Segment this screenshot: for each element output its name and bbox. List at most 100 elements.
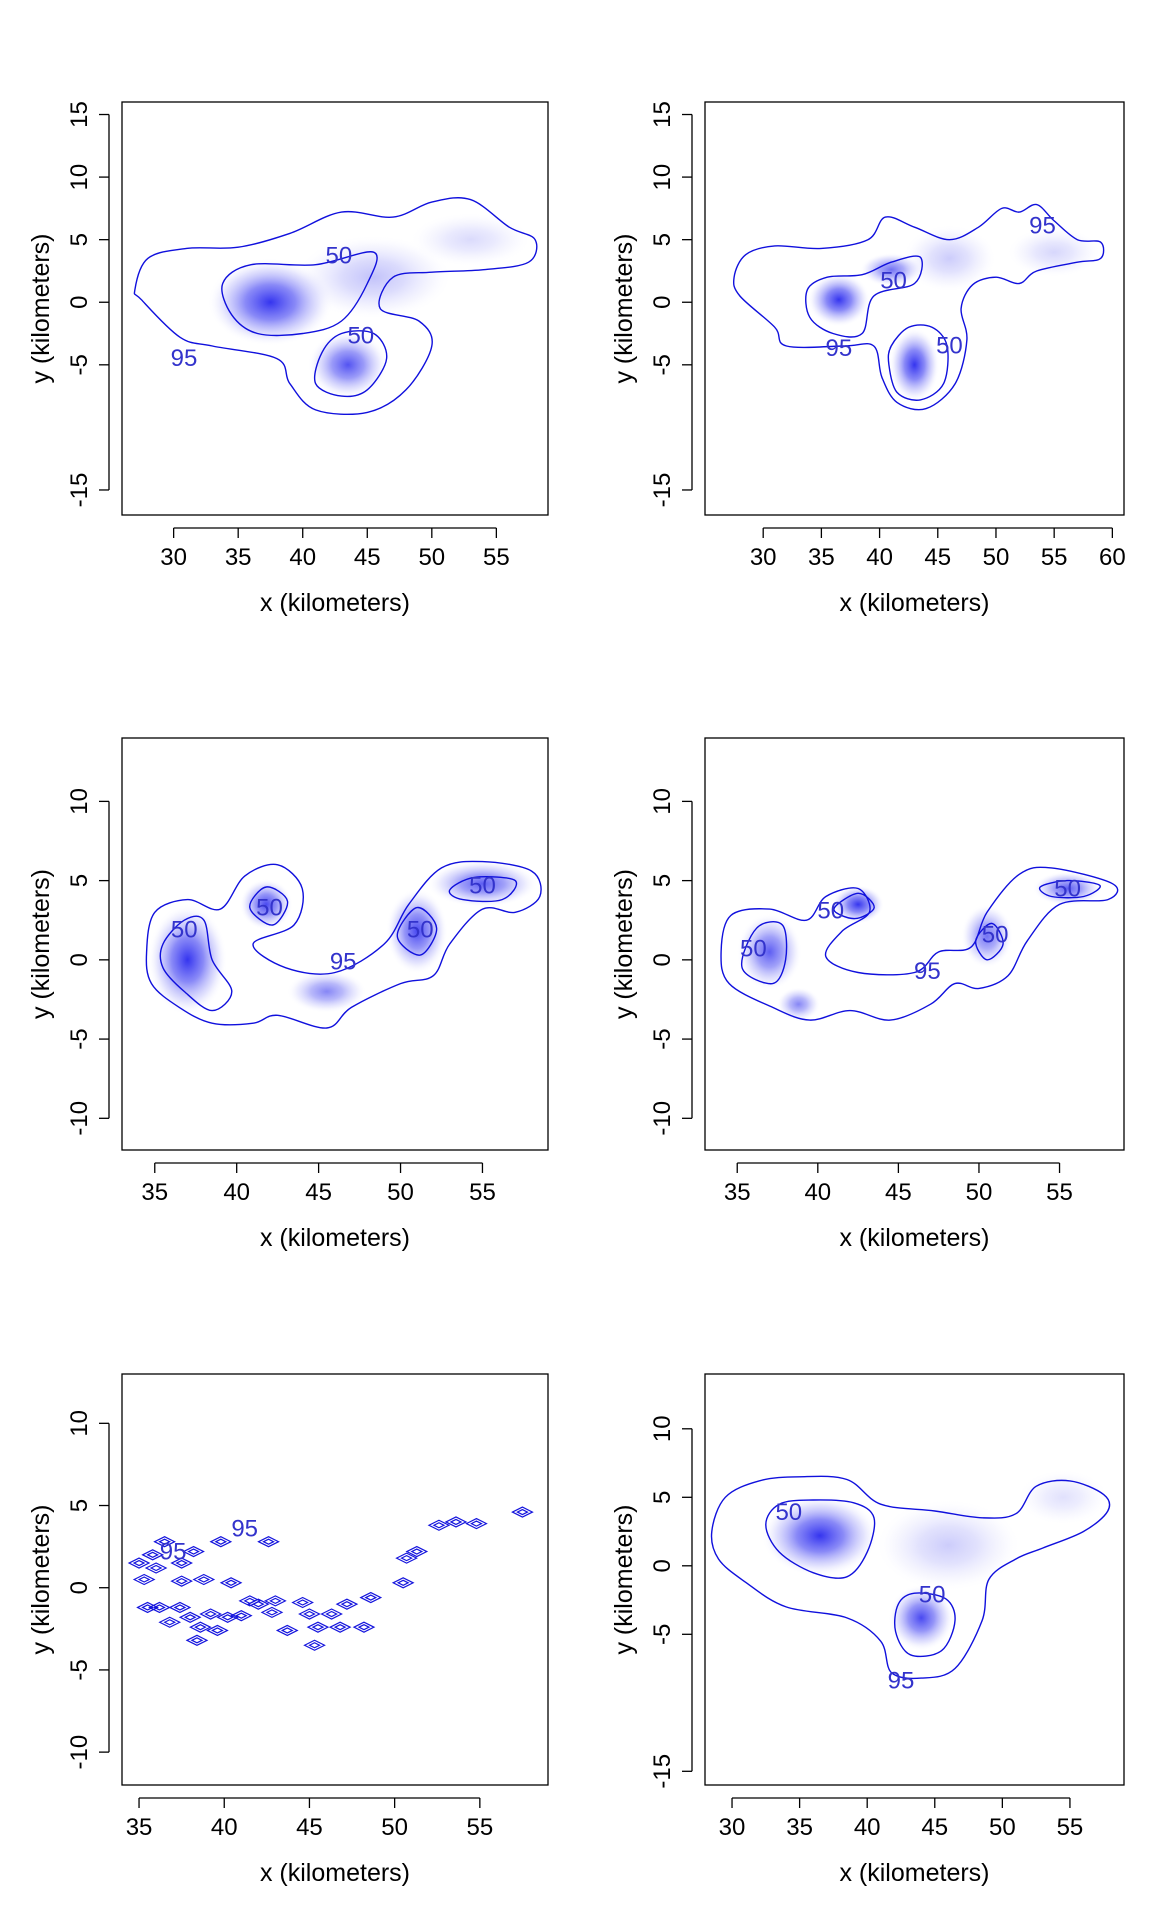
x-axis: 35 40 45 50 55 x (kilometers) [724, 1162, 1073, 1252]
x-axis: 30 35 40 45 50 55 x (kilometers) [160, 527, 510, 617]
y-tick-label: 0 [649, 296, 676, 309]
plot-area: 50 50 95 95 [732, 203, 1105, 411]
plot-area: 50 50 50 50 95 [145, 860, 542, 1029]
y-tick-label: -10 [66, 1101, 93, 1136]
contour-95 [133, 197, 538, 416]
density-hotspot [889, 327, 940, 402]
x-tick-label: 50 [983, 544, 1010, 571]
density-hotspot [776, 987, 821, 1022]
x-tick-label: 40 [854, 1814, 881, 1841]
x-tick-label: 50 [989, 1814, 1016, 1841]
x-tick-label: 45 [305, 1179, 332, 1206]
plot-frame [704, 1373, 1125, 1786]
density-hotspot [807, 272, 871, 327]
y-tick-label: -15 [649, 1754, 676, 1789]
y-axis: -15 -5 0 5 10 y (kilometers) [610, 1415, 693, 1789]
contour-50 [313, 330, 388, 398]
contour-label: 50 [936, 333, 963, 360]
contour-blob [209, 1536, 233, 1548]
panel-bottom-left: 95 95 35 40 45 50 55 x (kilometers) -10 -5 0 5 10 y (… [27, 1373, 549, 1887]
y-axis-title: y (kilometers) [610, 869, 638, 1019]
x-axis: 35 40 45 50 55 x (kilometers) [141, 1162, 496, 1252]
contour-blob [444, 1516, 468, 1528]
y-tick-label: 5 [66, 1499, 93, 1512]
density-hotspot [427, 860, 538, 908]
y-tick-label: -5 [66, 1028, 93, 1049]
y-tick-label: 5 [649, 874, 676, 887]
contour-blob [238, 1595, 262, 1607]
contour-label: 50 [982, 921, 1009, 948]
x-axis: 35 40 45 50 55 x (kilometers) [126, 1797, 493, 1887]
contour-label: 50 [407, 917, 434, 944]
density-hotspot [1032, 871, 1103, 906]
x-axis: 30 35 40 45 50 55 x (kilometers) [719, 1797, 1083, 1887]
x-tick-label: 60 [1099, 544, 1126, 571]
contour-95 [720, 866, 1119, 1021]
y-axis-title: y (kilometers) [27, 1504, 55, 1654]
contour-blob [170, 1557, 193, 1569]
x-tick-label: 40 [804, 1179, 831, 1206]
contour-95 [710, 1475, 1111, 1680]
plot-frame [704, 101, 1125, 516]
contour-blob [206, 1624, 229, 1637]
y-axis-title: y (kilometers) [27, 233, 55, 383]
contour-blob [136, 1601, 159, 1614]
x-tick-label: 45 [924, 544, 951, 571]
contour-label: 95 [231, 1516, 258, 1543]
contour-50 [974, 922, 1004, 961]
density-hotspot [875, 1499, 1022, 1592]
contour-50 [159, 915, 233, 1012]
contour-blob [229, 1609, 253, 1622]
contour-blob [141, 1549, 165, 1561]
y-tick-label: 0 [649, 953, 676, 966]
panel-bottom-right: 50 50 95 30 35 40 45 50 55 x (kilometers) -15 -5 0 5 1… [610, 1373, 1125, 1887]
y-axis: -15 -5 0 5 10 15 y (kilometers) [27, 101, 110, 508]
y-tick-label: 0 [66, 953, 93, 966]
contour-blob [216, 1611, 239, 1623]
contour-blob [260, 1606, 284, 1619]
contour-50 [805, 255, 923, 338]
plot-frame [704, 737, 1125, 1151]
contour-50 [396, 906, 438, 956]
contour-blob [178, 1611, 202, 1623]
contour-blob [427, 1519, 451, 1531]
density-hotspot [385, 888, 448, 975]
y-axis-title: y (kilometers) [610, 1504, 638, 1654]
contour-blob [132, 1573, 156, 1586]
contour-blob [144, 1562, 168, 1574]
contour-label: 95 [160, 1539, 187, 1566]
x-tick-label: 35 [786, 1814, 813, 1841]
contour-50 [894, 1592, 956, 1658]
x-axis: 30 35 40 45 50 55 60 x (kilometers) [750, 527, 1126, 617]
density-hotspot [307, 331, 388, 399]
x-axis-title: x (kilometers) [260, 1859, 410, 1887]
contour-50 [833, 892, 875, 920]
contour-blob [192, 1573, 216, 1586]
y-tick-label: 5 [649, 1491, 676, 1504]
y-tick-label: -5 [649, 354, 676, 375]
x-tick-label: 35 [808, 544, 835, 571]
contour-50 [249, 886, 289, 926]
y-tick-label: -15 [66, 473, 93, 508]
contour-blob [303, 1639, 326, 1651]
contour-50 [221, 251, 378, 337]
plot-area: 50 50 95 [710, 1469, 1111, 1695]
contour-label: 95 [914, 958, 941, 985]
y-axis-title: y (kilometers) [610, 233, 638, 383]
x-axis-title: x (kilometers) [839, 589, 989, 617]
contour-50 [765, 1499, 876, 1579]
density-hotspot [831, 885, 885, 924]
x-tick-label: 40 [866, 544, 893, 571]
y-tick-label: 10 [66, 788, 93, 815]
x-tick-label: 45 [296, 1814, 323, 1841]
x-tick-label: 50 [381, 1814, 408, 1841]
density-hotspot [888, 1584, 955, 1652]
x-tick-label: 55 [469, 1179, 496, 1206]
x-tick-label: 30 [719, 1814, 746, 1841]
y-tick-label: 15 [649, 101, 676, 128]
y-tick-label: 10 [649, 788, 676, 815]
contour-label: 95 [1029, 212, 1056, 239]
contour-blob [127, 1557, 151, 1569]
x-tick-label: 55 [483, 544, 510, 571]
